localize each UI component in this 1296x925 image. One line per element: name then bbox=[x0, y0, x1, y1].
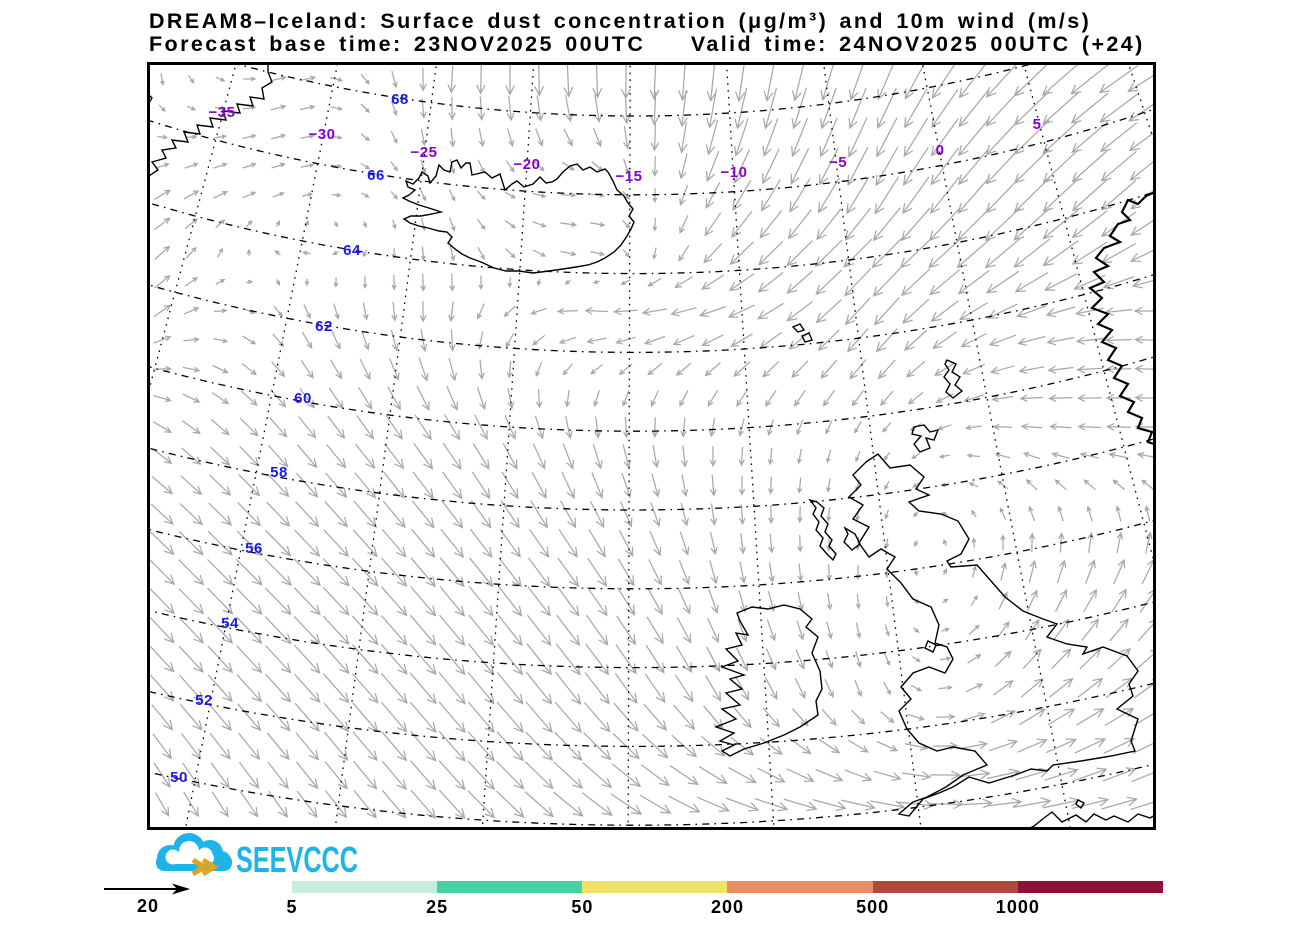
lat-label-50: 50 bbox=[170, 769, 188, 786]
colorbar-segment-5 bbox=[872, 881, 1018, 893]
lon-label-−15: −15 bbox=[616, 168, 643, 185]
lat-label-54: 54 bbox=[221, 615, 239, 632]
coastline-shetland bbox=[943, 359, 964, 399]
map-frame bbox=[147, 62, 1156, 830]
page-title: DREAM8–Iceland: Surface dust concentrati… bbox=[149, 9, 1092, 33]
coastline-hebrides bbox=[808, 498, 861, 562]
dust-colorbar bbox=[292, 881, 1163, 893]
colorbar-segment-3 bbox=[582, 881, 728, 893]
cloud-inner-shape bbox=[165, 841, 214, 865]
lon-label-−10: −10 bbox=[721, 164, 748, 181]
colorbar-tick-1000: 1000 bbox=[995, 897, 1040, 917]
lat-label-56: 56 bbox=[245, 540, 263, 557]
wind-scale-arrow bbox=[104, 883, 190, 895]
lon-label-0: 0 bbox=[936, 142, 945, 159]
page-subtitle: Forecast base time: 23NOV2025 00UTC Vali… bbox=[149, 32, 1145, 56]
colorbar-tick-25: 25 bbox=[426, 897, 449, 917]
lat-label-62: 62 bbox=[315, 318, 333, 335]
lon-label-5: 5 bbox=[1033, 116, 1042, 133]
colorbar-tick-50: 50 bbox=[571, 897, 594, 917]
lon-label-−35: −35 bbox=[209, 104, 236, 121]
coastline-faroe bbox=[791, 323, 813, 343]
colorbar-tick-500: 500 bbox=[856, 897, 890, 917]
lat-label-68: 68 bbox=[391, 91, 409, 108]
lon-label-−25: −25 bbox=[411, 144, 438, 161]
gold-chevron-icon bbox=[191, 857, 219, 877]
arrowhead-icon bbox=[172, 883, 190, 895]
colorbar-segment-1 bbox=[292, 881, 438, 893]
coastline-isle_of_man bbox=[924, 640, 937, 653]
seevccc-logo: SEEVCCC bbox=[156, 833, 358, 879]
lat-label-60: 60 bbox=[294, 390, 312, 407]
lon-label-−30: −30 bbox=[309, 126, 336, 143]
lat-label-64: 64 bbox=[343, 242, 361, 259]
lon-label-−5: −5 bbox=[829, 154, 847, 171]
coastline-orkney bbox=[911, 424, 940, 453]
colorbar-tick-200: 200 bbox=[710, 897, 745, 917]
coastline-ireland bbox=[713, 604, 823, 757]
lat-label-66: 66 bbox=[367, 167, 385, 184]
colorbar-tick-5: 5 bbox=[286, 897, 298, 917]
coastline-france bbox=[1027, 799, 1155, 829]
colorbar-segment-4 bbox=[727, 881, 873, 893]
wind-scale-value: 20 bbox=[136, 896, 160, 916]
coastline-iceland bbox=[401, 159, 635, 274]
coastline-great_britain bbox=[847, 453, 1139, 817]
lat-label-58: 58 bbox=[270, 464, 288, 481]
parallel-lines bbox=[148, 63, 1155, 826]
logo-text: SEEVCCC bbox=[236, 839, 358, 879]
lat-label-52: 52 bbox=[195, 692, 213, 709]
colorbar-segment-2 bbox=[437, 881, 583, 893]
lon-label-−20: −20 bbox=[514, 156, 541, 173]
coastline-norway bbox=[1087, 191, 1155, 446]
colorbar-segment-6 bbox=[1017, 881, 1163, 893]
wind-arrows-layer bbox=[149, 63, 1155, 820]
